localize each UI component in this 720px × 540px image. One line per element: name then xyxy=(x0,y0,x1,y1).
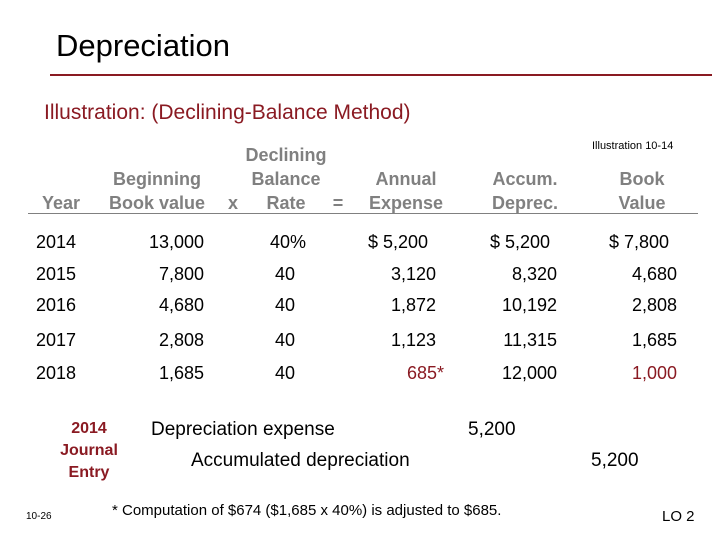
header-accum-line2: Deprec. xyxy=(491,193,559,213)
cell-year: 2014 xyxy=(36,232,77,252)
cell-expense: $ 5,200 xyxy=(368,232,429,252)
cell-expense: 1,872 xyxy=(390,295,436,315)
cell-book-value: 4,680 xyxy=(631,264,677,284)
header-expense-line1: Annual xyxy=(375,169,437,189)
header-book-line2: Value xyxy=(618,193,666,213)
debit-account: Depreciation expense xyxy=(151,419,335,440)
slide-subtitle: Illustration: (Declining-Balance Method) xyxy=(44,101,411,124)
header-beginning-line2: Book value xyxy=(108,193,206,213)
header-beginning-line1: Beginning xyxy=(113,169,201,189)
cell-beginning: 4,680 xyxy=(158,295,204,315)
cell-rate: 40 xyxy=(275,295,296,315)
illustration-reference: Illustration 10-14 xyxy=(592,140,674,152)
cell-beginning: 7,800 xyxy=(158,264,204,284)
learning-objective: LO 2 xyxy=(662,508,695,525)
cell-expense: 1,123 xyxy=(390,330,436,350)
header-rate-line2: Balance xyxy=(251,169,321,189)
cell-accum: 8,320 xyxy=(511,264,557,284)
credit-account: Accumulated depreciation xyxy=(191,450,410,471)
title-underline xyxy=(50,74,712,76)
cell-year: 2015 xyxy=(36,264,77,284)
header-expense-line2: Expense xyxy=(368,193,444,213)
credit-amount: 5,200 xyxy=(591,450,639,471)
cell-expense: 3,120 xyxy=(390,264,436,284)
footnote: * Computation of $674 ($1,685 x 40%) is … xyxy=(112,502,502,519)
cell-accum: $ 5,200 xyxy=(490,232,551,252)
cell-expense-adjusted: 685* xyxy=(406,363,444,383)
header-rate-line1: Declining xyxy=(245,145,327,165)
header-divider xyxy=(28,213,698,214)
slide-number: 10-26 xyxy=(26,511,52,522)
cell-rate: 40% xyxy=(270,232,307,252)
cell-year: 2017 xyxy=(36,330,77,350)
cell-accum: 10,192 xyxy=(501,295,557,315)
cell-book-value: 2,808 xyxy=(631,295,677,315)
journal-entry-label: 2014 Journal Entry xyxy=(60,420,118,481)
cell-rate: 40 xyxy=(275,363,296,383)
header-times-symbol: x xyxy=(227,193,238,213)
cell-year: 2016 xyxy=(36,295,77,315)
cell-book-value: 1,685 xyxy=(631,330,677,350)
cell-accum: 12,000 xyxy=(501,363,557,383)
cell-accum: 11,315 xyxy=(503,330,557,350)
cell-beginning: 1,685 xyxy=(158,363,204,383)
slide-title: Depreciation xyxy=(56,28,231,63)
cell-beginning: 2,808 xyxy=(158,330,204,350)
debit-amount: 5,200 xyxy=(468,419,516,440)
cell-rate: 40 xyxy=(275,264,296,284)
cell-book-value: $ 7,800 xyxy=(609,232,670,252)
header-rate-line3: Rate xyxy=(266,193,306,213)
header-book-line1: Book xyxy=(619,169,665,189)
cell-book-value-final: 1,000 xyxy=(631,363,677,383)
header-accum-line1: Accum. xyxy=(492,169,558,189)
cell-beginning: 13,000 xyxy=(148,232,204,252)
cell-rate: 40 xyxy=(275,330,296,350)
header-equals-symbol: = xyxy=(332,193,344,213)
cell-year: 2018 xyxy=(36,363,77,383)
header-year: Year xyxy=(41,193,81,213)
